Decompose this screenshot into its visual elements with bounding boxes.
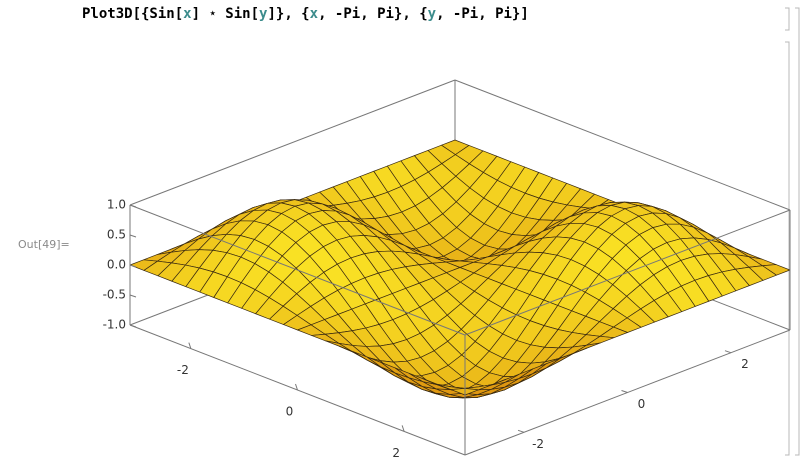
tick-labels: 1.0 0.5 0.0 -0.5 -1.0 -2 0 2 2 0 -2	[103, 198, 749, 460]
y-tick-label: -2	[532, 437, 544, 451]
box-edge	[454, 79, 791, 211]
x-tick	[188, 342, 192, 349]
box-edge	[464, 209, 791, 336]
cell-brackets	[785, 7, 800, 456]
code: , -Pi, Pi}, {	[318, 6, 428, 22]
x-tick	[295, 383, 298, 391]
code: ] ⋆ Sin[	[191, 6, 260, 22]
y-tick-label: 2	[741, 357, 749, 371]
code-var: x	[309, 6, 319, 22]
surface	[129, 139, 791, 399]
z-tick-label: 1.0	[107, 198, 126, 212]
input-bracket[interactable]	[785, 7, 790, 31]
z-tick	[129, 324, 137, 328]
input-cell[interactable]: Plot3D[{Sin[x] ⋆ Sin[y]}, {x, -Pi, Pi}, …	[82, 6, 529, 22]
z-tick-label: -1.0	[103, 318, 126, 332]
output-bracket[interactable]	[785, 41, 790, 456]
y-tick	[621, 390, 628, 393]
code: ]}, {	[267, 6, 310, 22]
x-tick-label: 2	[392, 446, 400, 460]
code-var: y	[427, 6, 437, 22]
z-tick-label: 0.0	[107, 258, 126, 272]
y-tick	[517, 429, 525, 433]
z-tick-label: 0.5	[107, 228, 126, 242]
x-tick	[401, 425, 405, 432]
z-tick	[129, 264, 137, 268]
box-edge	[129, 79, 456, 206]
z-tick	[129, 204, 137, 208]
x-tick-label: -2	[177, 363, 189, 377]
code: , -Pi, Pi}]	[436, 6, 529, 22]
box-edge	[129, 204, 466, 336]
code-var: y	[259, 6, 268, 22]
out-label: Out[49]=	[18, 238, 70, 251]
z-tick	[129, 294, 137, 298]
x-tick-label: 0	[286, 405, 294, 419]
group-bracket[interactable]	[795, 7, 800, 456]
y-tick	[724, 350, 732, 354]
code-var: x	[183, 6, 192, 22]
z-tick	[129, 234, 137, 238]
z-tick-label: -0.5	[103, 288, 126, 302]
code: Plot3D[{Sin[	[82, 6, 184, 22]
y-tick-label: 0	[638, 397, 646, 411]
